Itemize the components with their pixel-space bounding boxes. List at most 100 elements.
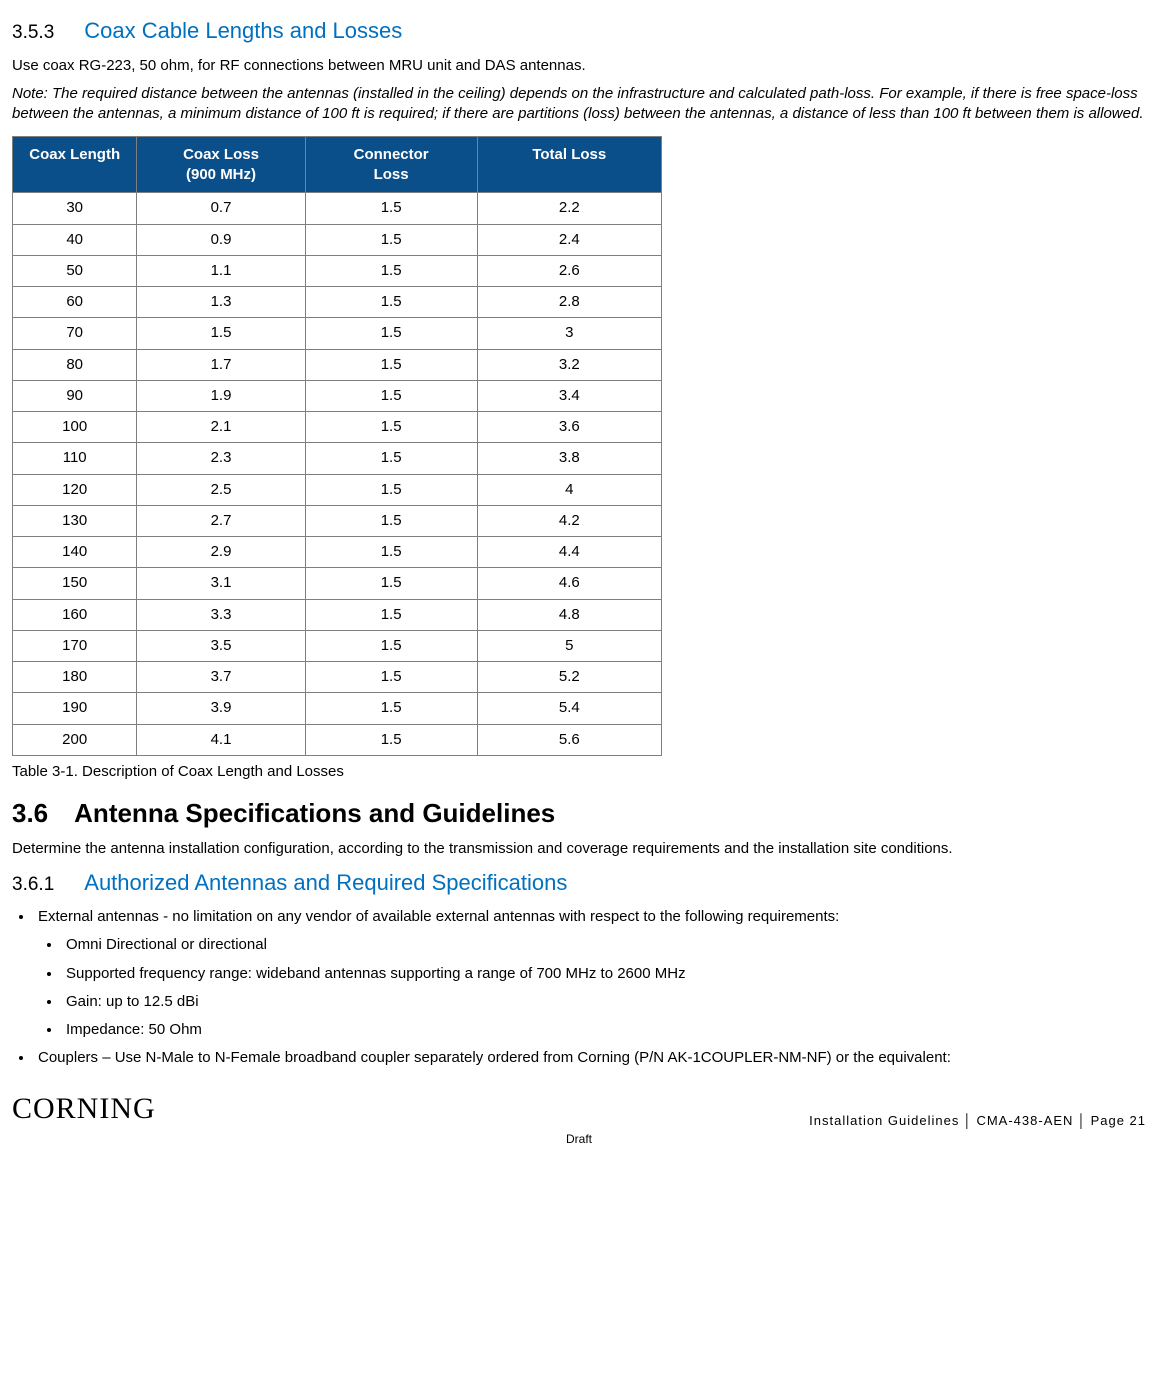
table-cell: 170 [13,630,137,661]
table-cell: 150 [13,568,137,599]
heading-3-5-3: 3.5.3Coax Cable Lengths and Losses [12,16,1146,46]
table-header: Coax Loss(900 MHz) [137,137,305,193]
table-cell: 90 [13,380,137,411]
heading-3-6: 3.6 Antenna Specifications and Guidelines [12,796,1146,831]
table-cell: 0.7 [137,193,305,224]
table-cell: 1.5 [305,724,477,755]
table-header: Total Loss [477,137,661,193]
table-cell: 1.5 [305,474,477,505]
table-cell: 2.6 [477,255,661,286]
table-cell: 1.3 [137,287,305,318]
table-cell: 180 [13,662,137,693]
table-header: ConnectorLoss [305,137,477,193]
table-row: 1603.31.54.8 [13,599,662,630]
table-row: 601.31.52.8 [13,287,662,318]
table-cell: 0.9 [137,224,305,255]
table-cell: 1.5 [305,224,477,255]
table-cell: 30 [13,193,137,224]
table-cell: 1.7 [137,349,305,380]
table-cell: 3.4 [477,380,661,411]
table-cell: 2.3 [137,443,305,474]
table-cell: 3.1 [137,568,305,599]
heading-number: 3.5.3 [12,22,54,43]
table-cell: 3.9 [137,693,305,724]
table-cell: 1.5 [305,380,477,411]
table-cell: 200 [13,724,137,755]
table-row: 1503.11.54.6 [13,568,662,599]
table-cell: 130 [13,505,137,536]
note-paragraph: Note: The required distance between the … [12,84,1146,125]
list-item: Impedance: 50 Ohm [62,1020,1146,1040]
list-item: Couplers – Use N-Male to N-Female broadb… [34,1048,1146,1068]
brand-logo: CORNING [12,1089,156,1130]
table-cell: 2.8 [477,287,661,318]
spec-list: External antennas - no limitation on any… [34,907,1146,1069]
table-cell: 4.8 [477,599,661,630]
table-cell: 70 [13,318,137,349]
table-cell: 5 [477,630,661,661]
table-caption: Table 3-1. Description of Coax Length an… [12,762,1146,782]
table-cell: 3.6 [477,412,661,443]
list-item: Supported frequency range: wideband ante… [62,964,1146,984]
table-cell: 1.5 [305,662,477,693]
table-cell: 1.5 [305,349,477,380]
table-cell: 110 [13,443,137,474]
draft-label: Draft [12,1131,1146,1147]
table-cell: 1.5 [305,412,477,443]
section-36-body: Determine the antenna installation confi… [12,839,1146,859]
heading-text: Authorized Antennas and Required Specifi… [84,870,567,895]
table-cell: 60 [13,287,137,318]
table-row: 801.71.53.2 [13,349,662,380]
table-cell: 1.5 [305,537,477,568]
footer-guide: Installation Guidelines [809,1113,959,1128]
table-cell: 2.9 [137,537,305,568]
table-cell: 1.9 [137,380,305,411]
list-item: Omni Directional or directional [62,935,1146,955]
table-cell: 2.5 [137,474,305,505]
table-cell: 2.2 [477,193,661,224]
table-cell: 5.6 [477,724,661,755]
table-row: 1002.11.53.6 [13,412,662,443]
heading-3-6-1: 3.6.1Authorized Antennas and Required Sp… [12,868,1146,898]
table-cell: 1.5 [305,505,477,536]
table-row: 300.71.52.2 [13,193,662,224]
list-item: External antennas - no limitation on any… [34,907,1146,927]
coax-loss-table: Coax LengthCoax Loss(900 MHz)ConnectorLo… [12,136,662,756]
table-cell: 120 [13,474,137,505]
table-cell: 3.8 [477,443,661,474]
table-cell: 5.2 [477,662,661,693]
table-cell: 3.7 [137,662,305,693]
table-cell: 2.1 [137,412,305,443]
table-cell: 190 [13,693,137,724]
table-cell: 3.5 [137,630,305,661]
intro-paragraph: Use coax RG-223, 50 ohm, for RF connecti… [12,56,1146,76]
table-cell: 1.5 [305,318,477,349]
table-cell: 1.5 [305,287,477,318]
table-cell: 4.1 [137,724,305,755]
page-footer: CORNING Installation Guidelines│CMA-438-… [12,1089,1146,1130]
table-cell: 1.5 [305,193,477,224]
table-cell: 1.5 [305,255,477,286]
table-cell: 100 [13,412,137,443]
footer-doc: CMA-438-AEN [976,1113,1073,1128]
table-row: 1803.71.55.2 [13,662,662,693]
table-cell: 160 [13,599,137,630]
heading-number: 3.6 [12,798,48,828]
footer-meta: Installation Guidelines│CMA-438-AEN│Page… [809,1112,1146,1130]
table-cell: 3.2 [477,349,661,380]
table-cell: 80 [13,349,137,380]
table-cell: 4 [477,474,661,505]
table-row: 1703.51.55 [13,630,662,661]
table-cell: 1.5 [305,443,477,474]
list-item: Gain: up to 12.5 dBi [62,992,1146,1012]
table-cell: 5.4 [477,693,661,724]
table-row: 1302.71.54.2 [13,505,662,536]
table-row: 1102.31.53.8 [13,443,662,474]
table-row: 901.91.53.4 [13,380,662,411]
table-row: 1202.51.54 [13,474,662,505]
table-row: 501.11.52.6 [13,255,662,286]
table-row: 2004.11.55.6 [13,724,662,755]
heading-text: Antenna Specifications and Guidelines [74,798,555,828]
table-cell: 4.2 [477,505,661,536]
table-header: Coax Length [13,137,137,193]
